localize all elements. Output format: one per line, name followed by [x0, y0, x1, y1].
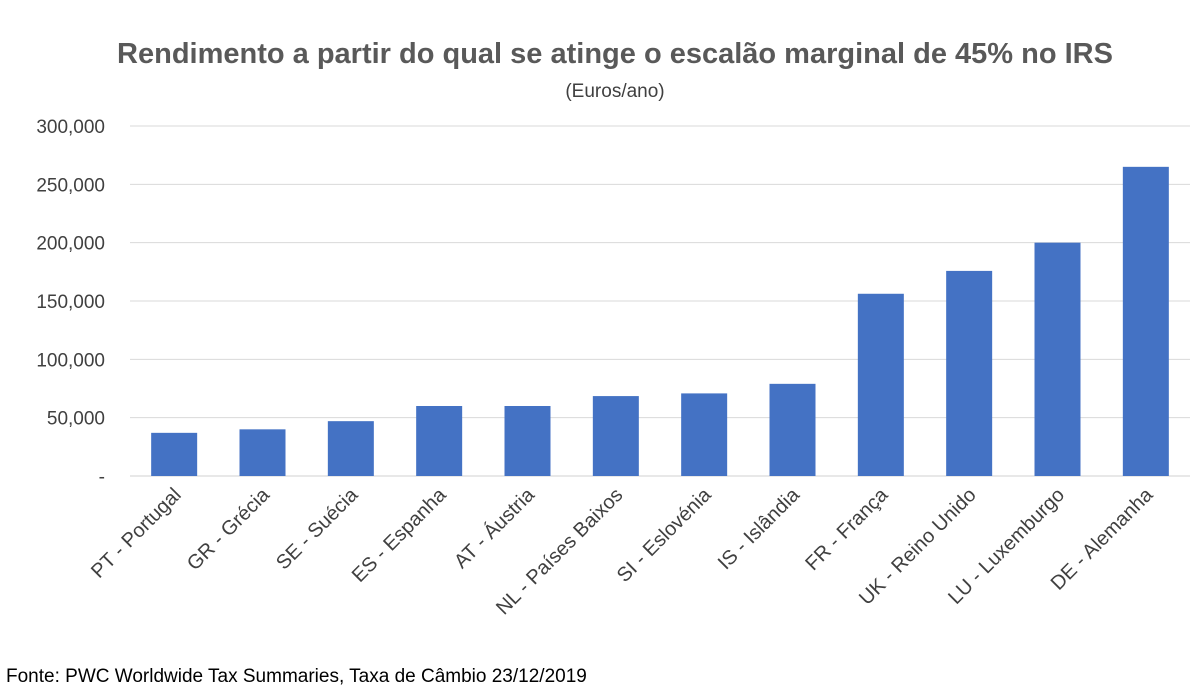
x-tick-label: ES - Espanha — [348, 483, 451, 586]
bar — [416, 406, 463, 476]
bar — [239, 429, 286, 476]
x-tick-label: SE - Suécia — [272, 483, 363, 574]
x-tick-label: GR - Grécia — [183, 483, 275, 575]
y-tick-label: - — [99, 467, 105, 488]
bar — [857, 293, 904, 476]
bar — [592, 396, 639, 476]
y-axis-tick-labels: - 50,000 100,000 150,000 200,000 250,000 300,0… — [36, 117, 105, 488]
x-tick-label: IS - Islândia — [714, 483, 805, 574]
x-tick-label: PT - Portugal — [87, 484, 186, 583]
x-tick-label: AT - Áustria — [449, 483, 539, 573]
x-tick-label: SI - Eslovénia — [613, 483, 716, 586]
bar — [1122, 166, 1169, 477]
x-tick-label: FR - França — [801, 483, 893, 575]
bar — [681, 393, 728, 476]
y-tick-label: 300,000 — [36, 117, 105, 138]
source-note: Fonte: PWC Worldwide Tax Summaries, Taxa… — [6, 666, 587, 687]
y-tick-label: 150,000 — [36, 292, 105, 313]
bar — [151, 432, 198, 476]
y-tick-label: 100,000 — [36, 350, 105, 371]
y-tick-label: 50,000 — [47, 409, 105, 430]
bar — [769, 383, 816, 476]
bar — [327, 421, 374, 476]
bar — [1034, 242, 1081, 476]
bar — [504, 406, 551, 476]
bars — [151, 166, 1169, 477]
y-tick-label: 200,000 — [36, 234, 105, 255]
gridlines — [130, 125, 1190, 477]
chart-subtitle: (Euros/ano) — [565, 81, 665, 102]
y-tick-label: 250,000 — [36, 175, 105, 196]
bar — [946, 270, 993, 476]
chart-title: Rendimento a partir do qual se atinge o … — [117, 38, 1113, 70]
